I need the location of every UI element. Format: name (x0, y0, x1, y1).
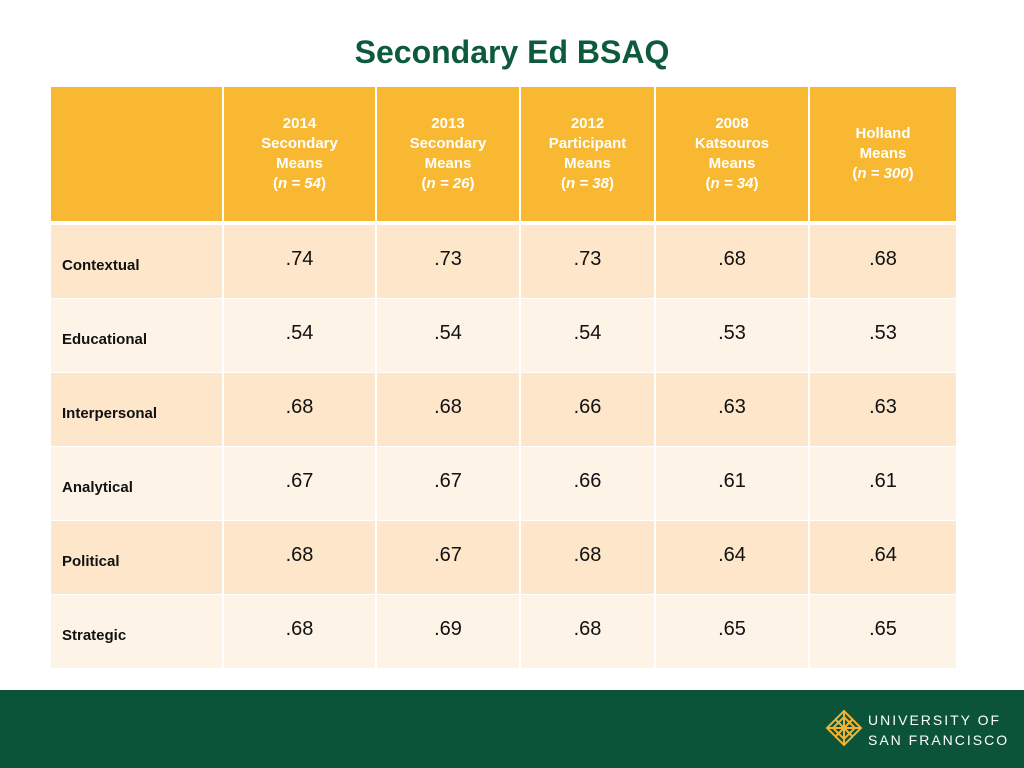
table-cell: .67 (377, 447, 521, 520)
table-cell: .61 (810, 447, 956, 520)
table-cell: .68 (656, 225, 810, 298)
table-cell: .54 (224, 299, 377, 372)
table-cell: .61 (656, 447, 810, 520)
table-row: Political .68.67.68.64.64 (51, 521, 956, 595)
sample-size-value: n = 54 (278, 175, 321, 192)
row-label: Analytical (51, 447, 224, 520)
sample-size-value: n = 34 (710, 175, 754, 192)
table-cell: .66 (521, 447, 656, 520)
row-label: Educational (51, 299, 224, 372)
column-header-line: Katsouros (694, 135, 770, 152)
column-header-line: 2013 (431, 115, 465, 132)
table-cell: .73 (377, 225, 521, 298)
table-row: Interpersonal .68.68.66.63.63 (51, 373, 956, 447)
sample-size-value: n = 300 (857, 165, 909, 182)
column-header-line: Means (708, 155, 756, 172)
column-header: 2014 Secondary Means (n = 54) (224, 87, 377, 221)
university-name-line1: UNIVERSITY OF (868, 712, 1002, 728)
table-cell: .63 (810, 373, 956, 446)
table-cell: .68 (377, 373, 521, 446)
table-cell: .68 (224, 595, 377, 668)
row-label: Strategic (51, 595, 224, 668)
table-cell: .68 (224, 373, 377, 446)
column-header-line: Means (859, 145, 907, 162)
row-label: Interpersonal (51, 373, 224, 446)
column-header-sample-size: (n = 38) (561, 175, 614, 192)
table-header-row: 2014 Secondary Means (n = 54) 2013 Secondary M… (51, 87, 956, 221)
table-cell: .67 (224, 447, 377, 520)
column-header-line: Secondary (261, 135, 338, 152)
table-cell: .68 (521, 595, 656, 668)
column-header: 2013 Secondary Means (n = 26) (377, 87, 521, 221)
table-cell: .74 (224, 225, 377, 298)
usf-sunburst-logo-icon (825, 709, 863, 747)
row-label: Political (51, 521, 224, 594)
header-divider (51, 221, 956, 225)
column-header-line: Participant (548, 135, 627, 152)
table-cell: .54 (521, 299, 656, 372)
column-header-sample-size: (n = 300) (852, 165, 914, 182)
table-cell: .68 (224, 521, 377, 594)
table-body: Contextual .74.73.73.68.68 Educational .54.… (51, 225, 956, 669)
column-header-line: 2012 (570, 115, 605, 132)
table-cell: .53 (810, 299, 956, 372)
row-label: Contextual (51, 225, 224, 298)
university-name-line2: SAN FRANCISCO (868, 732, 1010, 748)
column-header-line: Means (424, 155, 472, 172)
column-header-sample-size: (n = 54) (273, 175, 326, 192)
table-row: Contextual .74.73.73.68.68 (51, 225, 956, 299)
sample-size-value: n = 38 (566, 175, 609, 192)
table-cell: .65 (810, 595, 956, 668)
table-cell: .67 (377, 521, 521, 594)
column-header-sample-size: (n = 34) (705, 175, 759, 192)
table-row: Analytical .67.67.66.61.61 (51, 447, 956, 521)
table-cell: .53 (656, 299, 810, 372)
table-cell: .64 (810, 521, 956, 594)
header-corner-cell (51, 87, 224, 221)
column-header-sample-size: (n = 26) (421, 175, 475, 192)
table-cell: .63 (656, 373, 810, 446)
column-header-line: 2014 (282, 115, 317, 132)
table-row: Educational .54.54.54.53.53 (51, 299, 956, 373)
footer-bar: UNIVERSITY OF SAN FRANCISCO (0, 690, 1024, 768)
university-name: UNIVERSITY OF SAN FRANCISCO (868, 710, 1009, 750)
column-header-line: Means (276, 155, 323, 172)
slide-title: Secondary Ed BSAQ (354, 34, 670, 70)
table-cell: .54 (377, 299, 521, 372)
column-header: 2012 Participant Means (n = 38) (521, 87, 656, 221)
column-header-line: Holland (855, 125, 911, 142)
table-cell: .65 (656, 595, 810, 668)
table-cell: .68 (521, 521, 656, 594)
table-cell: .66 (521, 373, 656, 446)
column-header: Holland Means (n = 300) (810, 87, 956, 221)
column-header: 2008 Katsouros Means (n = 34) (656, 87, 810, 221)
table-row: Strategic .68.69.68.65.65 (51, 595, 956, 669)
sample-size-value: n = 26 (426, 175, 470, 192)
means-table: 2014 Secondary Means (n = 54) 2013 Secondary M… (51, 87, 956, 669)
column-header-line: 2008 (715, 115, 749, 132)
column-header-line: Secondary (409, 135, 487, 152)
table-cell: .68 (810, 225, 956, 298)
column-header-line: Means (564, 155, 611, 172)
table-cell: .69 (377, 595, 521, 668)
table-cell: .73 (521, 225, 656, 298)
table-cell: .64 (656, 521, 810, 594)
